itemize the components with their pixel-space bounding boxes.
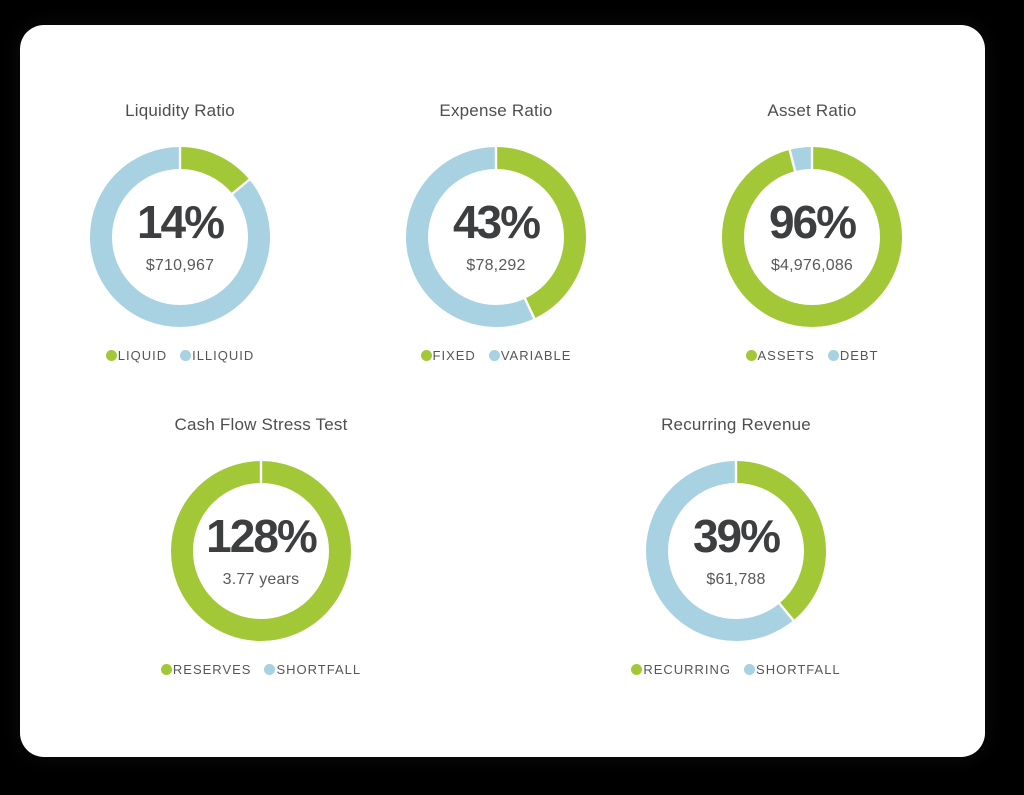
- legend-item: VARIABLE: [488, 348, 572, 363]
- legend-dot-green-icon: [160, 664, 172, 675]
- donut-center: 43% $78,292: [406, 147, 586, 327]
- donut-center: 96% $4,976,086: [722, 147, 902, 327]
- donut-ring: [406, 147, 586, 327]
- legend-dot-blue-icon: [264, 664, 276, 675]
- legend-item: ILLIQUID: [180, 348, 254, 363]
- donut-center: 39% $61,788: [646, 461, 826, 641]
- legend-item: RESERVES: [160, 662, 252, 677]
- legend: RESERVES SHORTFALL: [141, 662, 381, 677]
- chart-recurring-revenue: Recurring Revenue 39% $61,788 RECURRING …: [616, 415, 856, 677]
- legend: ASSETS DEBT: [692, 348, 932, 363]
- legend-item: SHORTFALL: [264, 662, 361, 677]
- legend-label: VARIABLE: [500, 348, 572, 363]
- charts-row-top: Liquidity Ratio 14% $710,967 LIQUID ILLI…: [20, 101, 985, 363]
- chart-title: Recurring Revenue: [661, 415, 811, 434]
- legend-label: DEBT: [839, 348, 879, 363]
- center-subtext: $4,976,086: [770, 257, 854, 274]
- charts-row-bottom: Cash Flow Stress Test 128% 3.77 years RE…: [20, 415, 985, 677]
- donut-ring: [722, 147, 902, 327]
- legend-label: ASSETS: [757, 348, 815, 363]
- legend-dot-blue-icon: [488, 350, 500, 361]
- legend-dot-green-icon: [105, 350, 117, 361]
- center-subtext: 3.77 years: [222, 571, 300, 588]
- percent-value: 128%: [206, 510, 318, 562]
- legend-label: ILLIQUID: [192, 348, 255, 363]
- percent-value: 96%: [768, 196, 857, 248]
- legend-label: RESERVES: [172, 662, 252, 677]
- center-subtext: $78,292: [466, 257, 526, 274]
- percent-value: 43%: [452, 196, 541, 248]
- legend-dot-blue-icon: [827, 350, 839, 361]
- center-subtext: $61,788: [706, 571, 766, 588]
- donut-expense-ratio: 43% $78,292: [406, 147, 586, 327]
- legend: LIQUID ILLIQUID: [60, 348, 300, 363]
- legend-item: DEBT: [827, 348, 879, 363]
- donut-liquidity-ratio: 14% $710,967: [90, 147, 270, 327]
- legend-dot-green-icon: [420, 350, 432, 361]
- legend: RECURRING SHORTFALL: [616, 662, 856, 677]
- chart-cash-flow-stress-test: Cash Flow Stress Test 128% 3.77 years RE…: [141, 415, 381, 677]
- chart-title: Expense Ratio: [439, 101, 553, 120]
- legend-item: LIQUID: [105, 348, 168, 363]
- legend-dot-blue-icon: [180, 350, 192, 361]
- chart-title: Asset Ratio: [767, 101, 857, 120]
- center-subtext: $710,967: [145, 257, 215, 274]
- legend-label: RECURRING: [643, 662, 732, 677]
- chart-title: Liquidity Ratio: [125, 101, 235, 120]
- donut-center: 14% $710,967: [90, 147, 270, 327]
- legend-label: SHORTFALL: [276, 662, 362, 677]
- donut-ring: [171, 461, 351, 641]
- donut-asset-ratio: 96% $4,976,086: [722, 147, 902, 327]
- legend-dot-green-icon: [745, 350, 757, 361]
- donut-ring: [90, 147, 270, 327]
- percent-value: 39%: [692, 510, 781, 562]
- donut-ring: [646, 461, 826, 641]
- donut-cash-flow-stress-test: 128% 3.77 years: [171, 461, 351, 641]
- legend-label: SHORTFALL: [756, 662, 841, 677]
- legend-dot-blue-icon: [744, 664, 756, 675]
- chart-title: Cash Flow Stress Test: [174, 415, 348, 434]
- dashboard-card: Liquidity Ratio 14% $710,967 LIQUID ILLI…: [20, 25, 985, 757]
- legend-label: LIQUID: [117, 348, 168, 363]
- legend-item: RECURRING: [631, 662, 731, 677]
- chart-liquidity-ratio: Liquidity Ratio 14% $710,967 LIQUID ILLI…: [60, 101, 300, 363]
- legend-label: FIXED: [432, 348, 476, 363]
- chart-asset-ratio: Asset Ratio 96% $4,976,086 ASSETS DEBT: [692, 101, 932, 363]
- legend: FIXED VARIABLE: [376, 348, 616, 363]
- chart-expense-ratio: Expense Ratio 43% $78,292 FIXED VARIABLE: [376, 101, 616, 363]
- legend-item: FIXED: [420, 348, 476, 363]
- donut-center: 128% 3.77 years: [171, 461, 351, 641]
- percent-value: 14%: [136, 196, 225, 248]
- donut-recurring-revenue: 39% $61,788: [646, 461, 826, 641]
- legend-item: SHORTFALL: [744, 662, 841, 677]
- legend-item: ASSETS: [745, 348, 815, 363]
- legend-dot-green-icon: [631, 664, 643, 675]
